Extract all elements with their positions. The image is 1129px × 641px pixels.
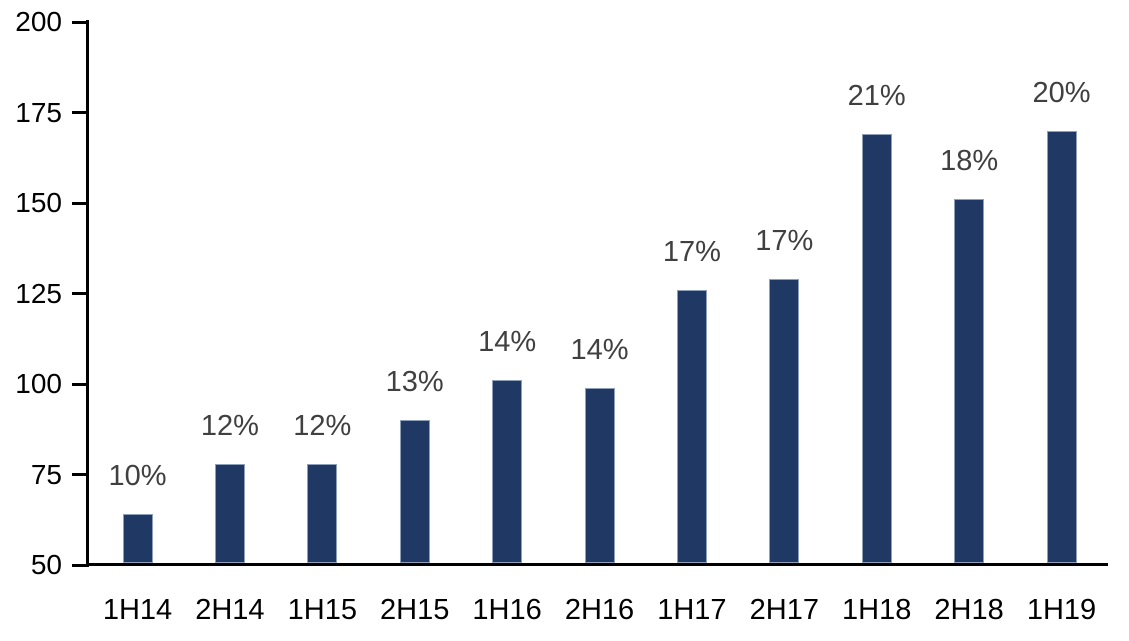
bar-1h16: [492, 380, 523, 563]
x-axis-label-1h14: 1H14: [102, 594, 173, 626]
bar-2h14: [214, 463, 245, 563]
y-axis-tick-label: 100: [15, 368, 62, 399]
x-axis-label-2h15: 2H15: [380, 594, 450, 626]
y-axis-tick-label: 50: [30, 549, 62, 580]
bar-2h17: [769, 279, 800, 563]
y-axis-tick: [72, 563, 86, 567]
y-axis-line: [86, 20, 89, 567]
x-axis-line: [86, 563, 1108, 566]
y-axis-tick: [72, 201, 86, 205]
bar-value-label-1h15: 12%: [293, 409, 352, 442]
x-axis-label-2h17: 2H17: [749, 594, 819, 626]
x-axis-label-1h17: 1H17: [657, 594, 727, 626]
y-axis-tick-label: 75: [30, 458, 62, 490]
y-axis-tick: [72, 292, 86, 295]
bar-value-label-1h17: 17%: [662, 235, 721, 268]
x-axis-label-2h18: 2H18: [934, 594, 1004, 626]
y-axis-tick: [72, 20, 86, 24]
bar-value-label-2h16: 14%: [570, 333, 629, 366]
bar-2h16: [584, 387, 615, 563]
y-axis-tick-label: 175: [15, 96, 62, 128]
x-axis-label-1h15: 1H15: [287, 594, 357, 626]
bar-value-label-2h14: 12%: [200, 409, 259, 442]
y-axis-tick-label: 125: [15, 277, 62, 309]
x-axis-label-1h16: 1H16: [472, 594, 542, 626]
bar-value-label-2h17: 17%: [755, 225, 814, 258]
bar-1h17: [676, 289, 707, 563]
y-axis-tick-label: 200: [15, 6, 62, 37]
bar-value-label-1h19: 20%: [1032, 76, 1091, 109]
bar-value-label-2h18: 18%: [940, 145, 999, 178]
bar-2h18: [954, 199, 985, 563]
y-axis-tick: [72, 382, 86, 386]
y-axis-tick-label: 150: [15, 187, 62, 218]
x-axis-label-1h18: 1H18: [842, 594, 912, 626]
bar-1h14: [122, 514, 153, 563]
bar-2h15: [399, 420, 430, 563]
bar-value-label-2h15: 13%: [385, 366, 444, 399]
x-axis-label-1h19: 1H19: [1026, 594, 1097, 626]
bar-value-label-1h18: 21%: [847, 80, 906, 113]
bar-1h18: [861, 134, 892, 563]
x-axis-label-2h14: 2H14: [195, 594, 265, 626]
bar-value-label-1h14: 10%: [108, 460, 167, 493]
bar-1h19: [1046, 130, 1077, 563]
x-axis-label-2h16: 2H16: [564, 594, 635, 626]
y-axis-tick: [72, 111, 86, 114]
bar-value-label-1h16: 14%: [478, 326, 537, 359]
bar-1h15: [307, 463, 338, 563]
y-axis-tick: [72, 473, 86, 476]
